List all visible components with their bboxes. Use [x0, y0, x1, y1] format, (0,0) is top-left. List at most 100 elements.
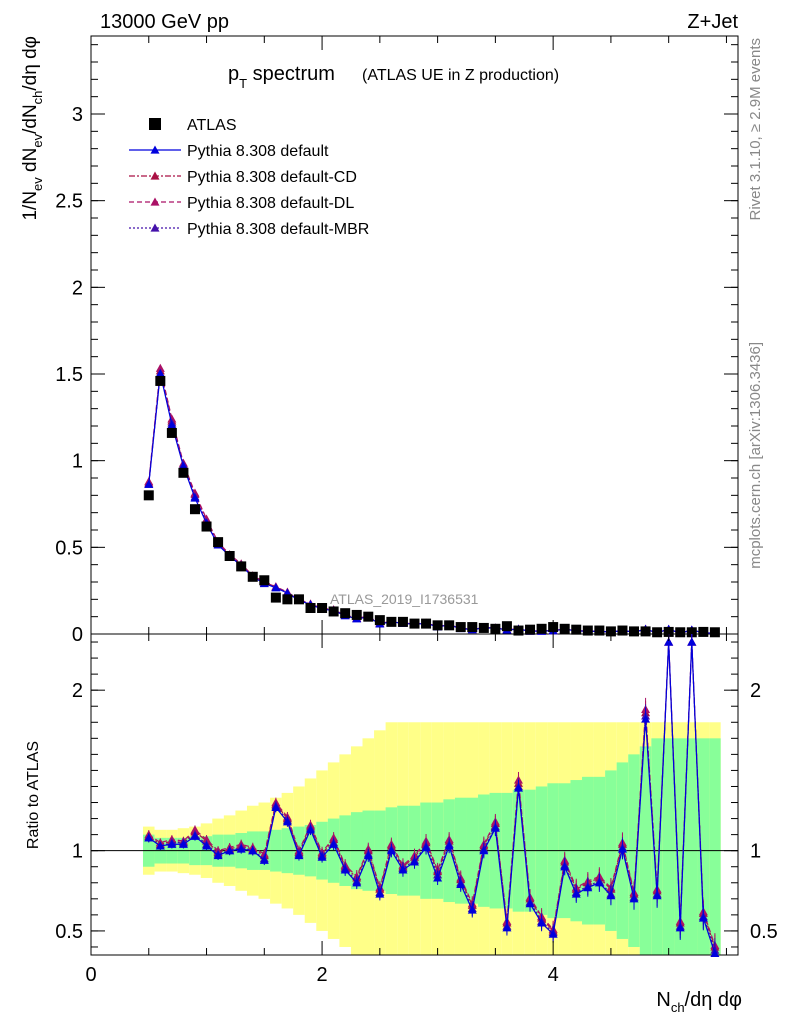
legend-marker — [150, 145, 160, 154]
lower-ytick-label-right: 2 — [750, 680, 761, 702]
atlas-point — [478, 622, 489, 633]
atlas-point — [686, 627, 697, 638]
lower-ytick-label-left: 0.5 — [55, 921, 83, 943]
atlas-point — [351, 609, 362, 620]
atlas-point — [409, 618, 420, 629]
atlas-point — [317, 603, 328, 613]
legend-label: ATLAS — [187, 117, 237, 134]
ratio-point-default — [213, 850, 223, 860]
ratio-point-default — [271, 802, 281, 811]
legend-marker-atlas — [149, 118, 161, 130]
upper-point-default — [144, 479, 154, 488]
atlas-point — [386, 616, 397, 627]
ratio-point-default — [490, 823, 500, 832]
ratio-point-default — [594, 878, 604, 887]
atlas-point — [143, 490, 154, 501]
ratio-point-default — [259, 855, 269, 864]
ratio-point-default-dl — [202, 834, 212, 844]
atlas-point — [178, 467, 189, 478]
ratio-point-default — [537, 918, 547, 927]
axes-frames — [90, 35, 739, 956]
ratio-point-default — [294, 850, 304, 860]
upper-ytick-label: 2 — [72, 277, 83, 299]
ratio-point-default — [155, 841, 165, 850]
atlas-point — [513, 625, 524, 636]
atlas-point — [155, 375, 166, 386]
ratio-point-default — [456, 879, 466, 888]
ratio-point-default-dl — [259, 849, 269, 858]
ratio-point-default — [617, 844, 627, 853]
xtick-label: 4 — [548, 964, 559, 986]
atlas-point — [675, 627, 686, 638]
atlas-point — [374, 615, 385, 626]
analysis-watermark: ATLAS_2019_I1736531 — [330, 591, 479, 607]
side-text-top: Rivet 3.1.10, ≥ 2.9M events — [747, 38, 764, 221]
ratio-uncertainty-bands — [142, 722, 721, 955]
green-band-bin — [662, 738, 675, 955]
ratio-point-default — [606, 891, 616, 900]
legend-label: Pythia 8.308 default-MBR — [187, 221, 369, 238]
ratio-point-default-dl — [190, 825, 200, 834]
plot-title: pT spectrum — [228, 63, 335, 91]
atlas-point — [709, 627, 720, 638]
ratio-point-default — [178, 839, 188, 848]
header-right: Z+Jet — [687, 11, 738, 33]
green-band-bin — [709, 738, 721, 955]
ratio-point-default — [317, 852, 327, 861]
atlas-point — [617, 625, 628, 636]
atlas-point — [282, 594, 293, 605]
ratio-point-default — [190, 831, 200, 840]
atlas-point — [247, 571, 258, 582]
green-band-bin — [697, 738, 710, 955]
ratio-point-default — [479, 846, 489, 855]
atlas-point — [698, 626, 709, 637]
ratio-point-default — [710, 948, 720, 957]
atlas-point — [629, 626, 640, 637]
atlas-point — [328, 606, 339, 617]
ratio-point-default — [282, 817, 292, 826]
atlas-point — [305, 603, 316, 613]
title-main: p — [228, 63, 239, 85]
ratio-point-default — [410, 857, 419, 866]
ratio-point-default — [363, 850, 373, 860]
atlas-point — [293, 594, 304, 605]
ratio-point-default — [513, 783, 523, 792]
atlas-point — [571, 624, 582, 635]
atlas-point — [363, 611, 374, 622]
atlas-point — [559, 623, 570, 634]
ratio-point-default — [687, 637, 697, 646]
legend-item: ATLAS — [149, 117, 237, 134]
ratio-point-default — [444, 841, 454, 850]
ratio-point-default — [467, 905, 477, 914]
green-band-bin — [674, 738, 687, 955]
axis-ticks: 00.511.522.530.5 0.51 12 20 2 4 — [55, 36, 778, 986]
legend-marker — [150, 197, 160, 206]
ratio-point-default — [236, 844, 246, 853]
ratio-point-default — [340, 865, 350, 874]
upper-ytick-label: 1.5 — [55, 364, 83, 386]
ratio-point-default — [698, 913, 708, 922]
atlas-point — [421, 618, 432, 629]
atlas-point — [224, 551, 235, 561]
atlas-point — [582, 625, 593, 636]
ratio-point-default — [375, 889, 385, 898]
atlas-point — [270, 592, 281, 603]
lower-ytick-label-left: 1 — [72, 841, 83, 863]
ratio-point-default — [652, 891, 662, 900]
atlas-point — [236, 561, 247, 572]
side-text-bottom: mcplots.cern.ch [arXiv:1306.3436] — [747, 342, 764, 569]
legend-label: Pythia 8.308 default-CD — [187, 169, 357, 186]
atlas-point — [501, 621, 512, 632]
ratio-point-default — [248, 846, 258, 855]
upper-point-default — [155, 368, 165, 377]
upper-point-default-dl — [155, 363, 165, 372]
upper-y-axis-label: 1/Nev dNev/dNch/dη dφ — [20, 36, 45, 221]
atlas-point — [525, 624, 536, 635]
atlas-point — [455, 622, 466, 633]
ratio-point-default — [583, 883, 593, 892]
ratio-point-default — [329, 839, 339, 848]
green-band-bin — [686, 738, 698, 955]
ratio-point-default — [202, 841, 212, 850]
ratio-point-default — [571, 889, 581, 898]
